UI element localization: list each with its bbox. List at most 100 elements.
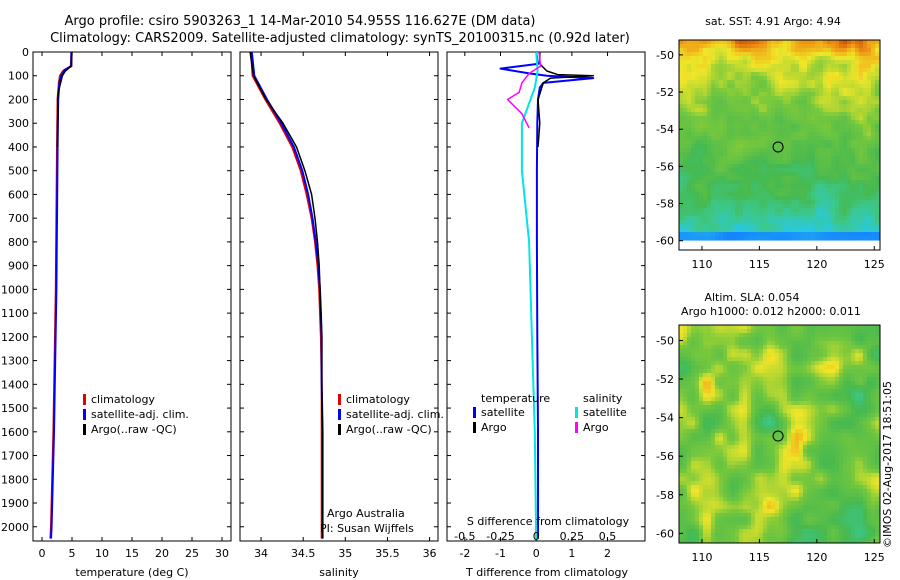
heatmap-cell xyxy=(687,461,692,466)
heatmap-cell xyxy=(687,128,692,133)
heatmap-cell xyxy=(719,144,724,149)
heatmap-cell xyxy=(751,509,756,514)
heatmap-cell xyxy=(695,220,700,225)
heatmap-cell xyxy=(863,56,868,61)
heatmap-cell xyxy=(695,116,700,121)
heatmap-cell xyxy=(751,172,756,177)
heatmap-cell xyxy=(731,477,736,482)
heatmap-cell xyxy=(751,180,756,185)
heatmap-cell xyxy=(839,44,844,49)
heatmap-cell xyxy=(815,333,820,338)
heatmap-cell xyxy=(711,405,716,410)
heatmap-cell xyxy=(795,212,800,217)
heatmap-cell xyxy=(791,405,796,410)
heatmap-cell xyxy=(767,485,772,490)
heatmap-cell xyxy=(863,172,868,177)
heatmap-cell xyxy=(707,44,712,49)
heatmap-cell xyxy=(735,196,740,201)
heatmap-cell xyxy=(719,180,724,185)
heatmap-cell xyxy=(811,349,816,354)
heatmap-cell xyxy=(787,381,792,386)
heatmap-cell xyxy=(707,188,712,193)
heatmap-cell xyxy=(683,329,688,334)
heatmap-cell xyxy=(763,457,768,462)
heatmap-cell xyxy=(683,389,688,394)
heatmap-cell xyxy=(755,160,760,165)
heatmap-cell xyxy=(831,212,836,217)
heatmap-cell xyxy=(791,517,796,522)
x-tick-label: 34.5 xyxy=(291,547,316,560)
heatmap-cell xyxy=(871,72,876,77)
heatmap-cell xyxy=(695,88,700,93)
heatmap-cell xyxy=(691,236,696,241)
heatmap-cell xyxy=(819,100,824,105)
heatmap-cell xyxy=(763,413,768,418)
heatmap-cell xyxy=(819,417,824,422)
heatmap-cell xyxy=(839,128,844,133)
heatmap-cell xyxy=(699,325,704,330)
heatmap-cell xyxy=(747,164,752,169)
heatmap-cell xyxy=(755,232,760,237)
heatmap-cell xyxy=(855,232,860,237)
heatmap-cell xyxy=(827,104,832,109)
heatmap-cell xyxy=(755,461,760,466)
heatmap-cell xyxy=(771,481,776,486)
heatmap-cell xyxy=(747,357,752,362)
heatmap-cell xyxy=(851,176,856,181)
heatmap-cell xyxy=(707,465,712,470)
heatmap-cell xyxy=(827,212,832,217)
heatmap-cell xyxy=(731,80,736,85)
heatmap-cell xyxy=(707,180,712,185)
heatmap-cell xyxy=(807,60,812,65)
heatmap-cell xyxy=(695,104,700,109)
heatmap-cell xyxy=(799,509,804,514)
heatmap-cell xyxy=(787,465,792,470)
heatmap-cell xyxy=(687,184,692,189)
heatmap-cell xyxy=(783,40,788,45)
heatmap-cell xyxy=(799,441,804,446)
heatmap-cell xyxy=(775,445,780,450)
heatmap-cell xyxy=(723,104,728,109)
heatmap-cell xyxy=(715,208,720,213)
heatmap-cell xyxy=(727,449,732,454)
heatmap-cell xyxy=(763,220,768,225)
heatmap-cell xyxy=(687,353,692,358)
heatmap-cell xyxy=(767,172,772,177)
heatmap-cell xyxy=(735,64,740,69)
heatmap-cell xyxy=(839,180,844,185)
heatmap-cell xyxy=(739,521,744,526)
heatmap-cell xyxy=(763,349,768,354)
heatmap-cell xyxy=(863,100,868,105)
heatmap-cell xyxy=(727,433,732,438)
heatmap-cell xyxy=(699,232,704,237)
heatmap-cell xyxy=(815,52,820,57)
heatmap-cell xyxy=(807,196,812,201)
heatmap-cell xyxy=(791,373,796,378)
heatmap-cell xyxy=(823,433,828,438)
heatmap-cell xyxy=(795,92,800,97)
y-tick-label: -58 xyxy=(656,198,674,211)
heatmap-cell xyxy=(699,417,704,422)
heatmap-cell xyxy=(855,196,860,201)
heatmap-cell xyxy=(783,509,788,514)
heatmap-cell xyxy=(751,176,756,181)
heatmap-cell xyxy=(783,453,788,458)
heatmap-cell xyxy=(731,180,736,185)
heatmap-cell xyxy=(739,389,744,394)
heatmap-cell xyxy=(739,529,744,534)
heatmap-cell xyxy=(803,144,808,149)
heatmap-cell xyxy=(767,453,772,458)
heatmap-cell xyxy=(775,361,780,366)
heatmap-cell xyxy=(835,232,840,237)
heatmap-cell xyxy=(811,208,816,213)
heatmap-cell xyxy=(679,481,684,486)
heatmap-cell xyxy=(679,509,684,514)
heatmap-cell xyxy=(743,353,748,358)
heatmap-cell xyxy=(707,136,712,141)
heatmap-cell xyxy=(751,216,756,221)
heatmap-cell xyxy=(759,361,764,366)
heatmap-cell xyxy=(707,357,712,362)
heatmap-cell xyxy=(755,228,760,233)
heatmap-cell xyxy=(679,208,684,213)
heatmap-cell xyxy=(763,353,768,358)
